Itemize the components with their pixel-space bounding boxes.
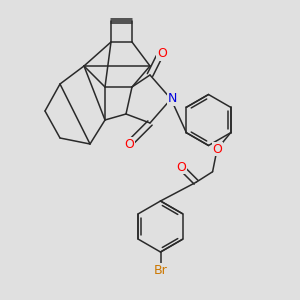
Text: Br: Br — [154, 263, 167, 277]
Text: O: O — [176, 161, 186, 174]
Text: O: O — [212, 143, 222, 156]
Text: O: O — [157, 47, 167, 61]
Text: N: N — [168, 92, 177, 106]
Text: O: O — [124, 137, 134, 151]
